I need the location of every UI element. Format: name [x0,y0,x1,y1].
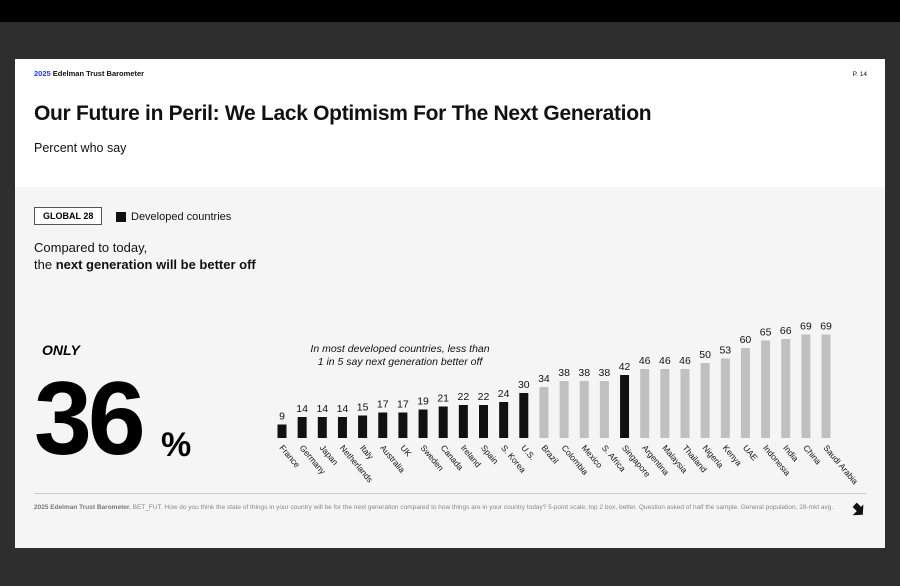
data-label: 21 [437,393,449,405]
bar-germany [297,417,307,438]
data-label: 38 [599,367,611,379]
slide: 2025 Edelman Trust Barometer P. 14 Our F… [15,59,885,548]
data-label: 24 [498,388,510,400]
bar-india [781,339,791,438]
slide-header: 2025 Edelman Trust Barometer P. 14 Our F… [15,59,885,187]
bar-italy [358,415,368,438]
data-label: 34 [538,373,550,385]
legend-swatch [116,212,126,222]
footnote: 2025 Edelman Trust Barometer. BET_FUT. H… [34,504,834,511]
bar-singapore [620,375,630,438]
data-label: 66 [780,325,792,337]
data-label: 30 [518,379,530,391]
global-value: 36 [34,361,146,477]
bar-france [277,424,287,438]
bar-australia [378,412,388,438]
legend: Developed countries [116,211,231,223]
legend-label: Developed countries [131,211,232,223]
bar-ireland [458,405,468,438]
bar-s-korea [499,402,509,438]
only-label: ONLY [42,342,80,358]
bar-indonesia [761,340,771,438]
category-label: UK [398,443,413,459]
bar-saudi-arabia [821,334,831,438]
bar-brazil [539,387,549,438]
data-label: 46 [639,355,651,367]
category-label: Italy [358,443,376,462]
data-label: 14 [296,403,308,415]
data-label: 46 [679,355,691,367]
data-label: 9 [279,411,285,423]
data-label: 22 [458,391,470,403]
question-text: Compared to today, the next generation wi… [34,240,256,272]
category-label: China [801,443,823,467]
percent-sign: % [161,426,192,464]
bar-nigeria [700,363,710,438]
top-bar [0,0,900,22]
bar-thailand [680,369,690,438]
data-label: 17 [377,399,389,411]
slide-title: Our Future in Peril: We Lack Optimism Fo… [34,102,652,125]
bar-colombia [559,381,569,438]
next-arrow-icon[interactable] [849,501,867,519]
category-label: Brazil [539,443,560,466]
slide-subtitle: Percent who say [34,141,127,155]
bar-u-s- [519,393,529,438]
data-label: 46 [659,355,671,367]
bar-s-africa [599,381,609,438]
data-label: 69 [820,321,832,333]
data-label: 65 [760,327,772,339]
data-label: 38 [578,367,590,379]
bar-kenya [720,358,730,438]
page-number: P. 14 [852,71,867,78]
bar-uk [398,412,408,438]
data-label: 38 [558,367,570,379]
bar-chart: 9France14Germany14Japan14Netherlands15It… [277,321,861,487]
bar-canada [438,406,448,438]
bar-argentina [640,369,650,438]
footer-divider [34,493,866,494]
data-label: 22 [478,391,490,403]
bar-japan [317,417,327,438]
category-label: France [277,443,302,470]
category-label: U.S. [519,443,537,462]
bar-malaysia [660,369,670,438]
bar-spain [479,405,488,438]
data-label: 14 [337,403,349,415]
data-label: 19 [417,396,429,408]
data-label: 69 [800,321,812,333]
chart-annotation: In most developed countries, less than 1 … [310,343,490,368]
data-label: 14 [316,403,328,415]
bar-mexico [579,381,589,438]
data-label: 53 [719,345,731,357]
brand-logo: 2025 Edelman Trust Barometer [34,69,145,78]
bar-uae [740,348,750,438]
global-badge: GLOBAL 28 [34,207,103,225]
bar-netherlands [337,417,347,438]
data-label: 42 [619,361,631,373]
data-label: 50 [699,349,711,361]
data-label: 15 [357,402,369,414]
category-label: Saudi Arabia [822,443,861,487]
data-label: 17 [397,399,409,411]
bar-china [801,334,811,438]
bar-sweden [418,409,428,438]
data-label: 60 [740,334,752,346]
